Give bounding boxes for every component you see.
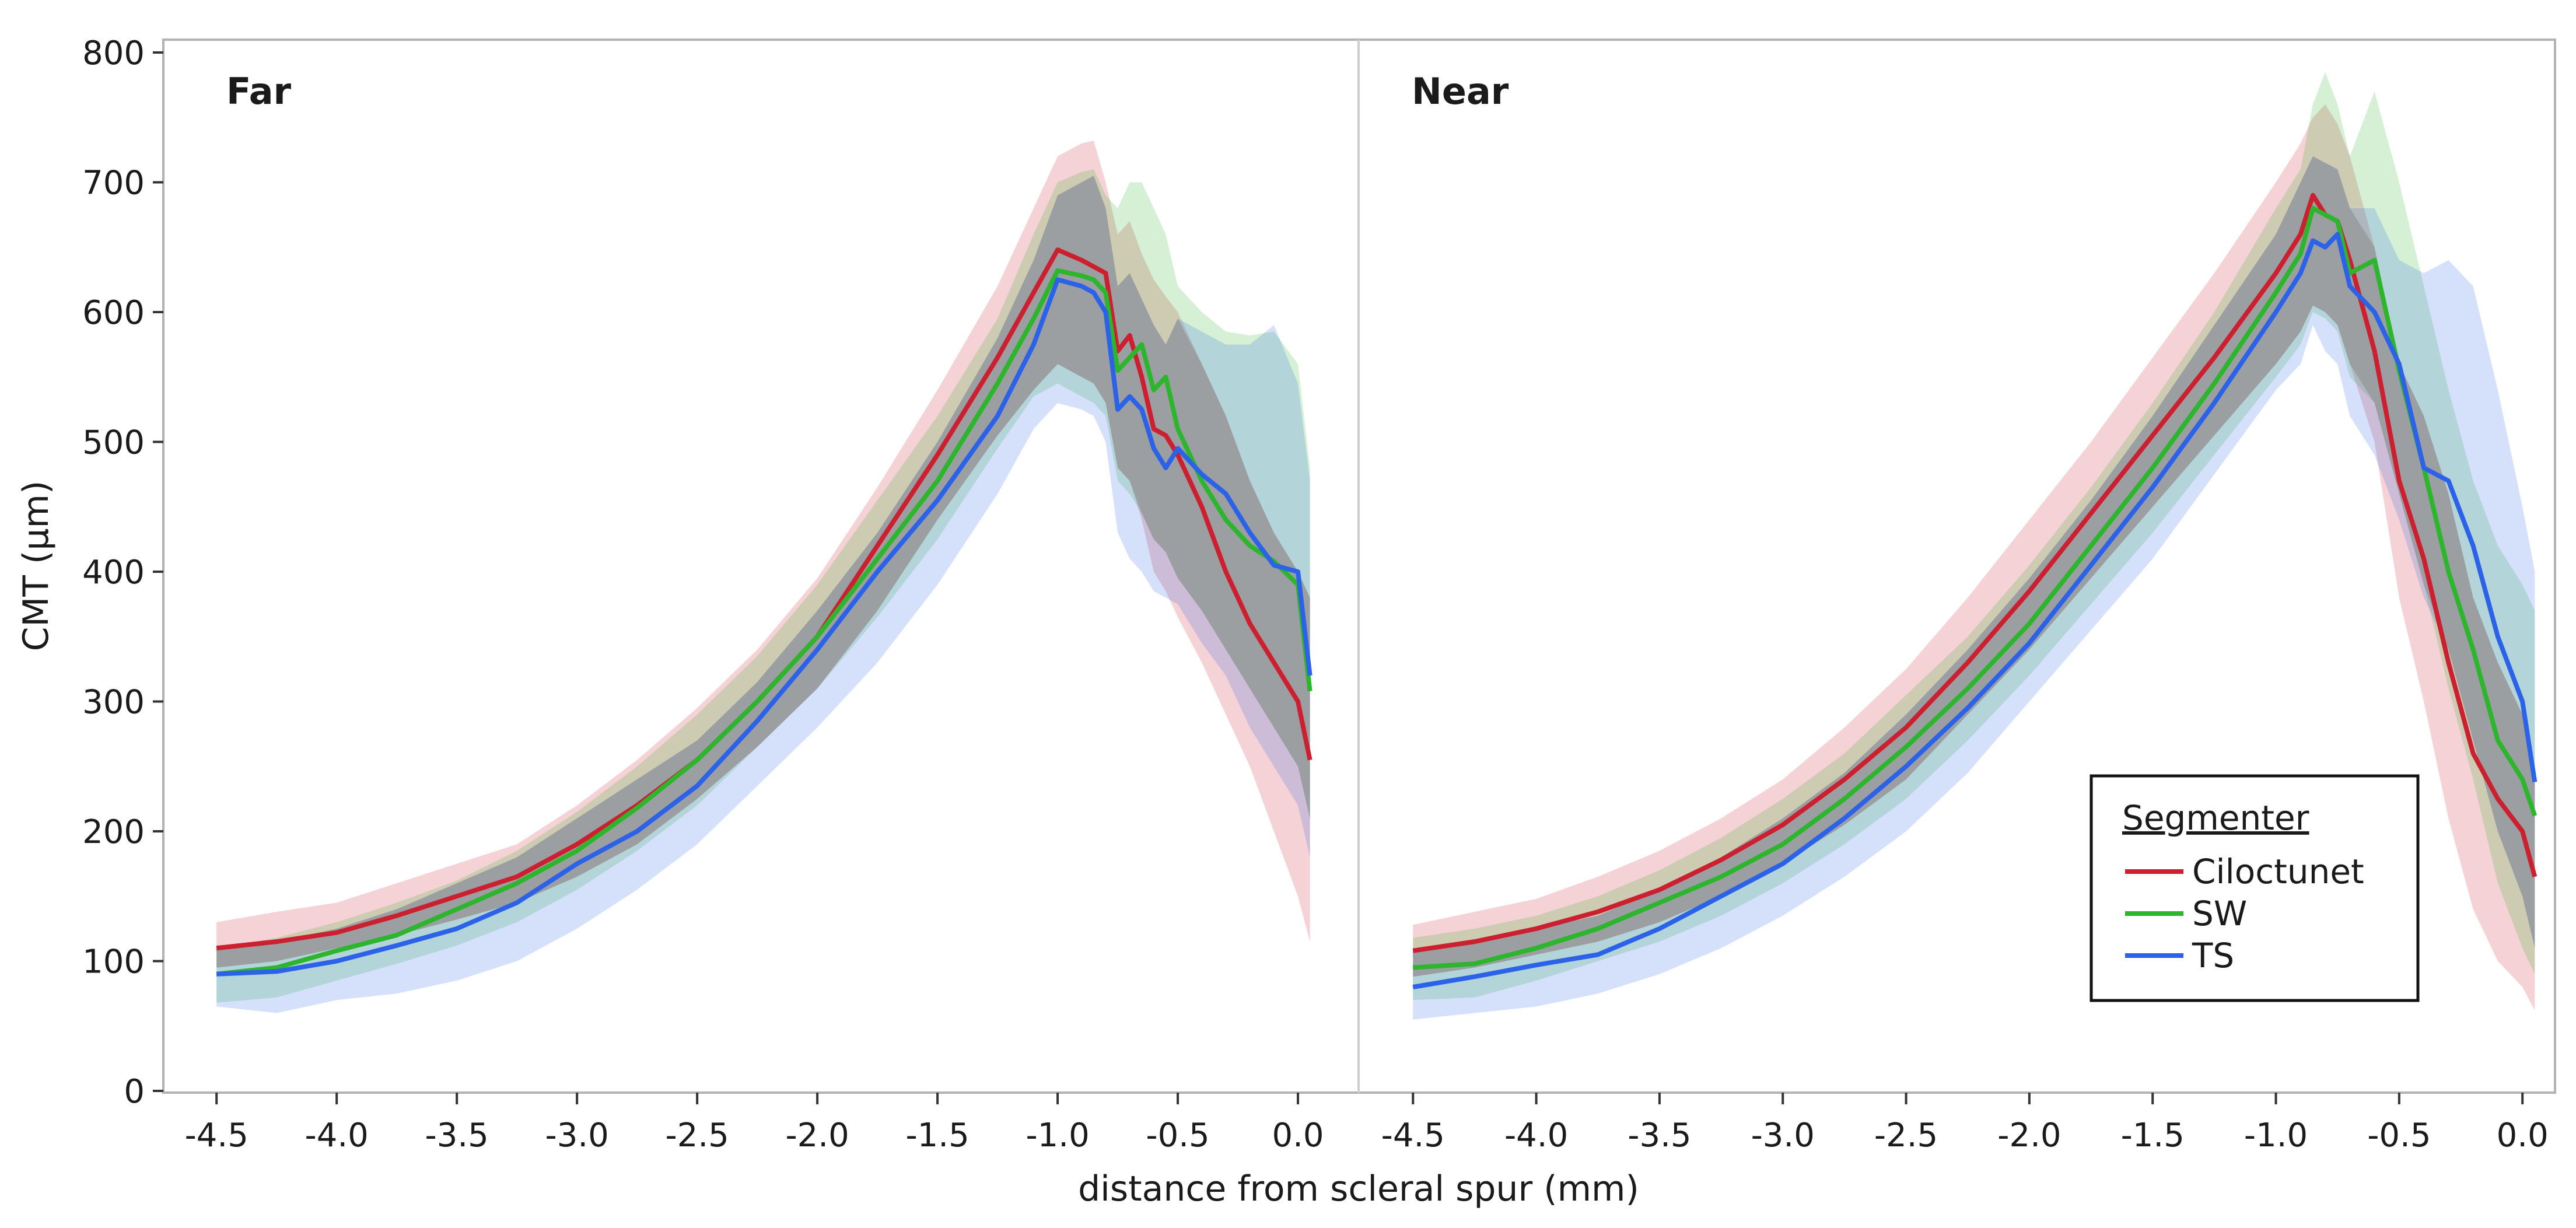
- x-tick-label: -1.0: [2244, 1117, 2308, 1154]
- legend-title: Segmenter: [2122, 798, 2309, 838]
- panel-title-far: Far: [226, 70, 292, 113]
- y-axis-label: CMT (μm): [16, 481, 57, 652]
- x-tick-label: -3.5: [425, 1117, 489, 1154]
- x-tick-label: -4.0: [1504, 1117, 1568, 1154]
- plot-frames: [162, 39, 2556, 1094]
- near-lines: [1412, 193, 2538, 989]
- band-sw: [216, 169, 1310, 1003]
- y-tick-label: 800: [82, 34, 145, 72]
- panel-title-near: Near: [1412, 70, 1509, 113]
- legend-label-sw: SW: [2192, 894, 2247, 933]
- x-tick-label: -2.0: [1997, 1117, 2061, 1154]
- legend: Segmenter Ciloctunet SW TS: [2090, 774, 2420, 1002]
- series-line-ciloctunet: [216, 247, 1312, 951]
- x-tick-label: -0.5: [1146, 1117, 1209, 1154]
- y-tick-label: 500: [82, 424, 145, 462]
- y-tick-label: 700: [82, 165, 145, 202]
- y-axis: 0 100 200 300 400 500 600 700 800: [82, 34, 163, 1111]
- x-tick-label: -2.0: [785, 1117, 849, 1154]
- legend-label-ts: TS: [2192, 936, 2234, 975]
- x-tick-label: 0.0: [1272, 1117, 1324, 1154]
- legend-label-ciloctunet: Ciloctunet: [2192, 852, 2364, 891]
- x-tick-label: -1.5: [905, 1117, 969, 1154]
- x-tick-label: -4.0: [305, 1117, 369, 1154]
- y-tick-label: 600: [82, 294, 145, 332]
- series-line-sw: [216, 268, 1312, 977]
- y-tick-label: 200: [82, 813, 145, 851]
- x-tick-label: -2.5: [665, 1117, 729, 1154]
- x-tick-label: -4.5: [185, 1117, 249, 1154]
- x-tick-label: -3.5: [1628, 1117, 1691, 1154]
- far-lines: [216, 247, 1312, 977]
- legend-box: [2090, 774, 2420, 1002]
- y-tick-label: 100: [82, 943, 145, 981]
- panel-near: Near: [1412, 70, 2538, 1020]
- band-overlap: [216, 176, 1310, 968]
- series-line-ts: [1412, 232, 2538, 989]
- series-line-ciloctunet: [1412, 193, 2538, 953]
- y-tick-label: 300: [82, 684, 145, 722]
- x-tick-label: -1.0: [1026, 1117, 1089, 1154]
- x-tick-label: -3.0: [545, 1117, 609, 1154]
- x-axis: -4.5 -4.0 -3.5 -3.0 -2.5 -2.0 -1.5 -1.0 -0.5 0.0 -…: [185, 1093, 2549, 1154]
- band-overlap: [1413, 156, 2535, 977]
- x-tick-label: -3.0: [1751, 1117, 1815, 1154]
- x-tick-label: -0.5: [2367, 1117, 2431, 1154]
- x-tick-label: -1.5: [2121, 1117, 2185, 1154]
- x-tick-label: -2.5: [1874, 1117, 1938, 1154]
- far-bands: [216, 141, 1310, 1013]
- y-tick-label: 0: [124, 1073, 145, 1111]
- x-tick-label: 0.0: [2497, 1117, 2549, 1154]
- panel-far: Far: [216, 70, 1312, 1013]
- series-line-sw: [1413, 206, 2538, 970]
- y-tick-label: 400: [82, 554, 145, 592]
- series-line-ts: [216, 277, 1312, 977]
- x-axis-label: distance from scleral spur (mm): [1078, 1168, 1639, 1209]
- x-tick-label: -4.5: [1381, 1117, 1445, 1154]
